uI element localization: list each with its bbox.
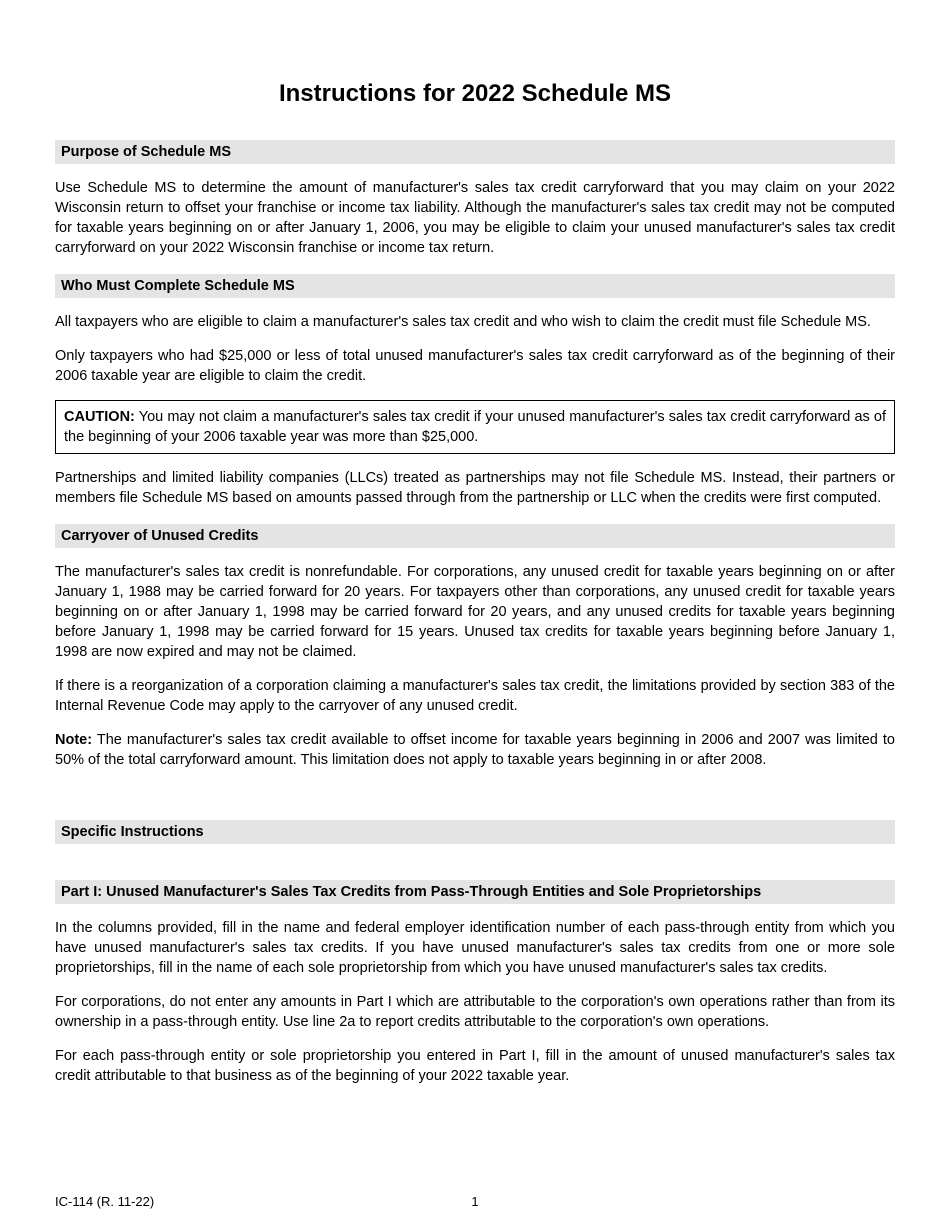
carryover-paragraph-1: The manufacturer's sales tax credit is n…	[55, 562, 895, 662]
note-text: The manufacturer's sales tax credit avai…	[55, 732, 895, 768]
page-title: Instructions for 2022 Schedule MS	[55, 80, 895, 108]
caution-text: You may not claim a manufacturer's sales…	[64, 409, 886, 445]
caution-label: CAUTION:	[64, 409, 135, 425]
section-header-who: Who Must Complete Schedule MS	[55, 274, 895, 298]
spacer	[55, 784, 895, 804]
part1-paragraph-2: For corporations, do not enter any amoun…	[55, 992, 895, 1032]
footer-form-id: IC-114 (R. 11-22)	[55, 1194, 154, 1209]
carryover-paragraph-2: If there is a reorganization of a corpor…	[55, 676, 895, 716]
caution-box: CAUTION: You may not claim a manufacture…	[55, 400, 895, 454]
note-label: Note:	[55, 732, 92, 748]
spacer	[55, 858, 895, 864]
section-header-specific: Specific Instructions	[55, 820, 895, 844]
section-header-purpose: Purpose of Schedule MS	[55, 140, 895, 164]
purpose-paragraph: Use Schedule MS to determine the amount …	[55, 178, 895, 258]
part1-paragraph-3: For each pass-through entity or sole pro…	[55, 1046, 895, 1086]
footer-page-number: 1	[471, 1194, 478, 1209]
who-paragraph-3: Partnerships and limited liability compa…	[55, 468, 895, 508]
section-header-part1: Part I: Unused Manufacturer's Sales Tax …	[55, 880, 895, 904]
who-paragraph-1: All taxpayers who are eligible to claim …	[55, 312, 895, 332]
who-paragraph-2: Only taxpayers who had $25,000 or less o…	[55, 346, 895, 386]
section-header-carryover: Carryover of Unused Credits	[55, 524, 895, 548]
part1-paragraph-1: In the columns provided, fill in the nam…	[55, 918, 895, 978]
carryover-note: Note: The manufacturer's sales tax credi…	[55, 730, 895, 770]
